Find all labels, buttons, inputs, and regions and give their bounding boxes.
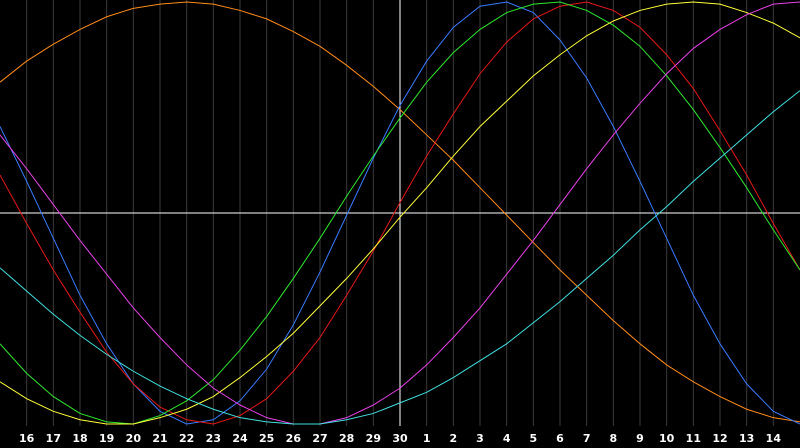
x-tick-label: 24: [232, 432, 248, 445]
x-tick-label: 26: [286, 432, 302, 445]
grid: [0, 0, 800, 426]
x-tick-label: 10: [659, 432, 675, 445]
lines: [0, 1, 800, 425]
series-line: [0, 1, 800, 425]
x-tick-label: 18: [72, 432, 87, 445]
x-tick-label: 22: [179, 432, 194, 445]
x-tick-label: 28: [339, 432, 354, 445]
x-tick-label: 27: [312, 432, 327, 445]
x-tick-label: 1: [423, 432, 431, 445]
x-tick-label: 13: [739, 432, 754, 445]
x-tick-label: 19: [99, 432, 114, 445]
x-tick-label: 6: [556, 432, 564, 445]
x-tick-label: 12: [712, 432, 727, 445]
series-line: [0, 90, 800, 425]
x-tick-label: 14: [766, 432, 782, 445]
series-line: [0, 1, 800, 423]
x-tick-label: 20: [126, 432, 142, 445]
x-tick-label: 7: [583, 432, 591, 445]
x-tick-label: 9: [636, 432, 644, 445]
x-tick-label: 8: [610, 432, 618, 445]
series-line: [0, 1, 800, 425]
x-axis: 16 17 18 19 20 21 22 23 24 25 26 27 28 29 30 1 2 3 4 5 6 7 8 9 1…: [19, 432, 781, 445]
x-tick-label: 11: [686, 432, 701, 445]
x-tick-label: 4: [503, 432, 511, 445]
x-tick-label: 21: [152, 432, 167, 445]
series-line: [0, 1, 800, 425]
x-tick-label: 25: [259, 432, 274, 445]
x-tick-label: 5: [530, 432, 538, 445]
x-tick-label: 16: [19, 432, 35, 445]
x-tick-label: 30: [392, 432, 408, 445]
x-tick-label: 29: [366, 432, 381, 445]
x-tick-label: 17: [46, 432, 61, 445]
x-tick-label: 23: [206, 432, 221, 445]
x-tick-label: 3: [476, 432, 484, 445]
x-tick-label: 2: [450, 432, 458, 445]
